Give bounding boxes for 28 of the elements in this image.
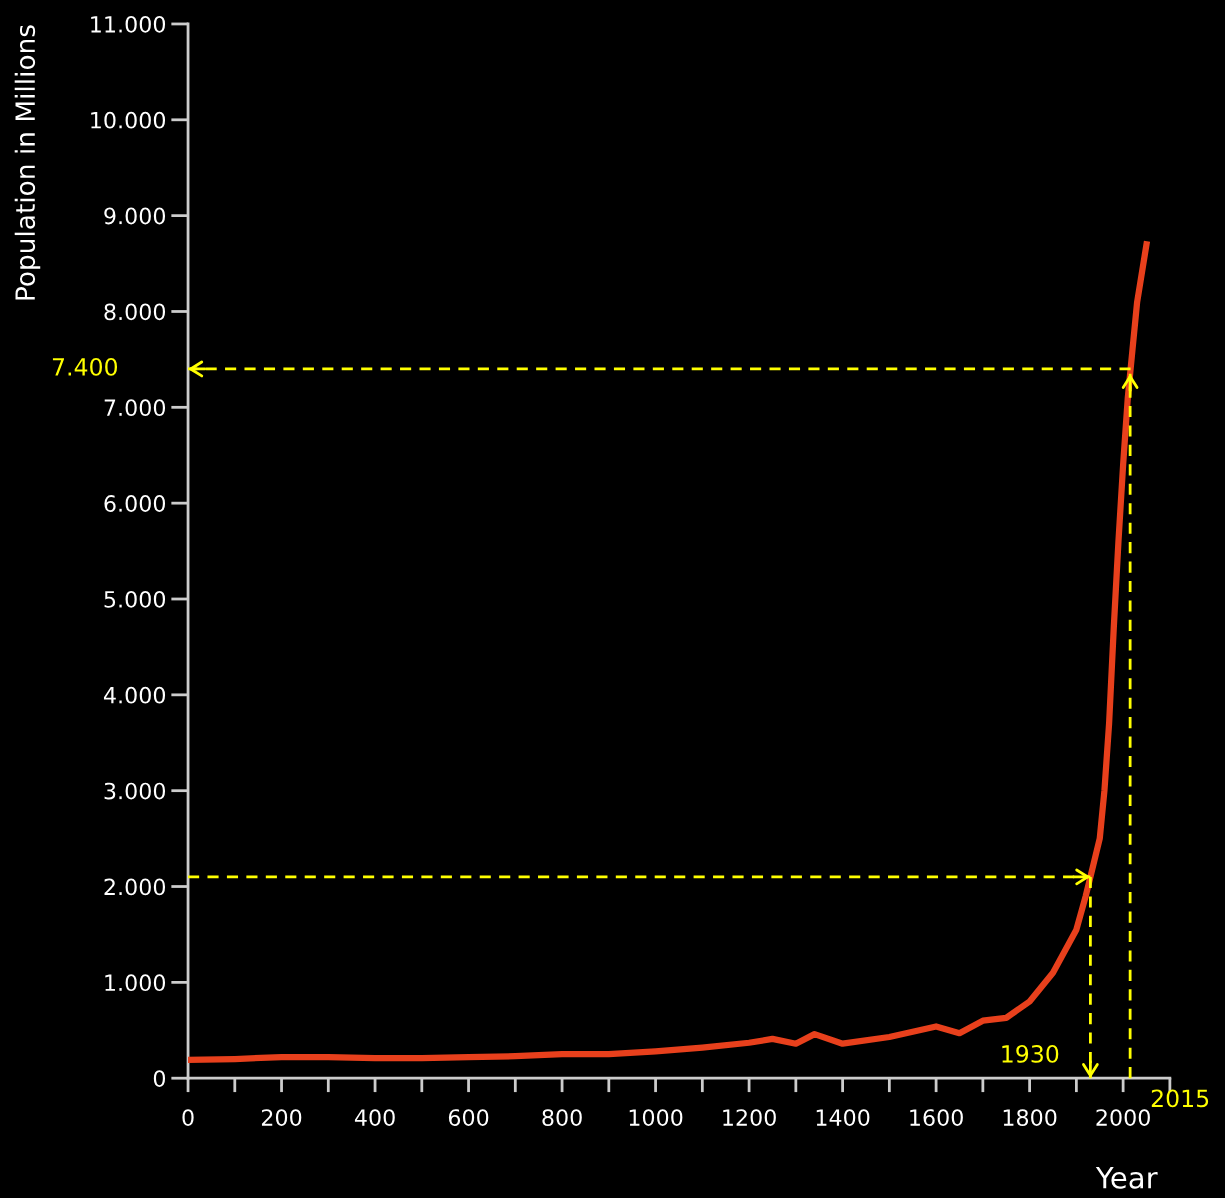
ref-line-label: 7.400 bbox=[52, 357, 118, 376]
y-tick-label: 4.000 bbox=[103, 686, 166, 704]
ref-line-label: 1930 bbox=[1002, 1044, 1059, 1063]
y-tick-label: 11.000 bbox=[91, 15, 166, 33]
y-tick-label: 7.000 bbox=[104, 399, 166, 417]
x-tick-label: 400 bbox=[354, 1109, 395, 1126]
y-tick-label: 3.000 bbox=[104, 782, 166, 800]
x-tick-label: 1400 bbox=[816, 1109, 870, 1126]
x-tick-label: 1800 bbox=[1003, 1109, 1057, 1126]
x-tick-label: 1600 bbox=[910, 1109, 963, 1126]
y-tick-label: 1.000 bbox=[105, 974, 166, 992]
x-tick-label: 2000 bbox=[1096, 1109, 1150, 1126]
x-tick-label: 600 bbox=[448, 1109, 489, 1126]
y-tick-label: 6.000 bbox=[104, 495, 166, 512]
x-tick-label: 200 bbox=[261, 1109, 302, 1126]
y-axis-title: Population in Millions bbox=[14, 25, 41, 300]
y-tick-label: 9.000 bbox=[104, 207, 166, 225]
x-tick-label: 0 bbox=[182, 1109, 194, 1126]
y-tick-label: 10.000 bbox=[91, 111, 166, 129]
x-axis-title: Year bbox=[1095, 1167, 1158, 1189]
x-tick-label: 1000 bbox=[629, 1109, 683, 1126]
x-tick-label: 1200 bbox=[723, 1109, 776, 1126]
y-tick-label: 0 bbox=[153, 1070, 166, 1087]
x-tick-label: 800 bbox=[542, 1109, 582, 1126]
y-tick-label: 8.000 bbox=[104, 303, 166, 321]
y-tick-label: 2.000 bbox=[104, 878, 166, 896]
ref-line-label: 2015 bbox=[1151, 1089, 1209, 1108]
y-tick-label: 5.000 bbox=[104, 590, 166, 608]
